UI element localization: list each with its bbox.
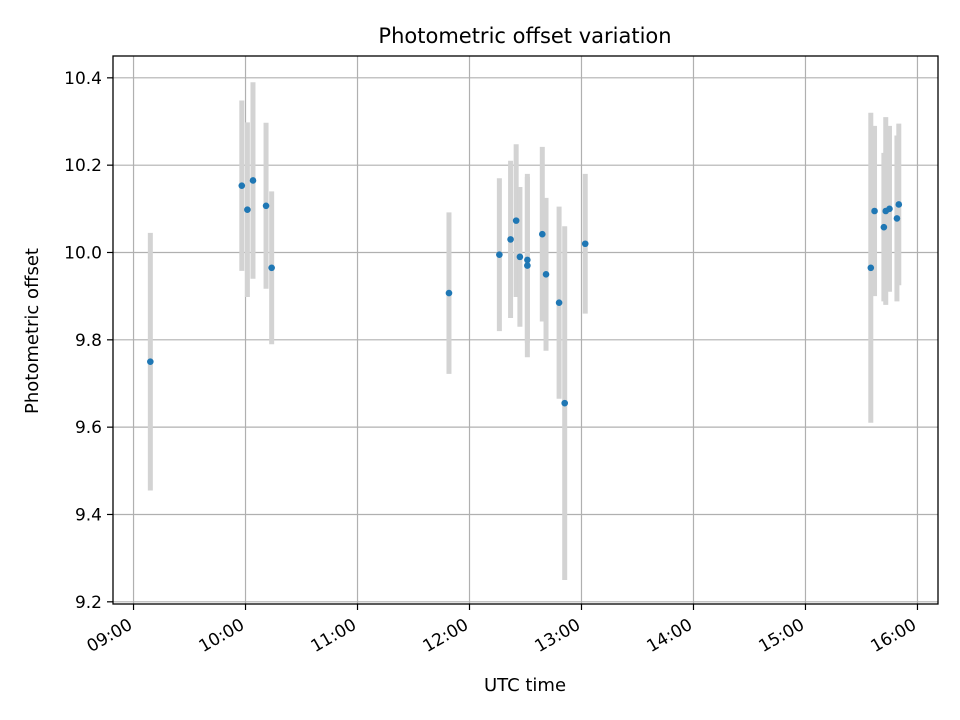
x-axis-ticks: 09:00 10:00 11:00 12:00 13:00 14:00 15:00 16:00 xyxy=(84,604,920,657)
data-point xyxy=(542,271,550,278)
chart-title: Photometric offset variation xyxy=(378,24,671,48)
data-point xyxy=(893,215,901,222)
y-tick-label: 10.0 xyxy=(64,243,102,263)
data-point xyxy=(581,240,589,248)
data-point xyxy=(524,262,531,269)
data-point xyxy=(561,399,568,407)
data-point xyxy=(524,256,531,264)
x-tick-label: 12:00 xyxy=(420,615,472,657)
data-point xyxy=(268,264,275,272)
data-point xyxy=(512,217,520,224)
x-tick-label: 10:00 xyxy=(196,615,248,657)
data-point xyxy=(516,253,524,261)
x-tick-label: 09:00 xyxy=(84,615,136,657)
plot-frame xyxy=(112,55,939,605)
y-axis-ticks: 9.2 9.4 9.6 9.8 10.0 10.2 10.4 xyxy=(64,69,113,613)
y-tick-label: 10.2 xyxy=(64,156,102,176)
data-point xyxy=(496,251,503,258)
data-point xyxy=(445,289,453,297)
data-point xyxy=(249,177,257,184)
data-point xyxy=(262,202,270,210)
data-point xyxy=(538,230,546,238)
x-tick-label: 13:00 xyxy=(532,615,584,657)
data-point xyxy=(867,264,875,272)
x-tick-label: 15:00 xyxy=(756,615,808,657)
data-point xyxy=(244,206,251,214)
data-point xyxy=(147,358,154,365)
grid xyxy=(113,56,938,604)
data-point xyxy=(886,205,893,213)
y-tick-label: 10.4 xyxy=(64,69,102,89)
data-points xyxy=(147,177,903,407)
x-tick-label: 14:00 xyxy=(644,615,696,657)
data-point xyxy=(507,236,514,243)
data-point xyxy=(880,223,888,231)
data-point xyxy=(555,299,563,307)
x-tick-label: 16:00 xyxy=(868,615,920,657)
x-axis-title: UTC time xyxy=(484,675,566,696)
data-point xyxy=(871,207,878,215)
data-point xyxy=(238,182,246,189)
x-tick-label: 11:00 xyxy=(308,615,360,657)
y-axis-title: Photometric offset xyxy=(22,248,43,414)
y-tick-label: 9.4 xyxy=(75,505,102,525)
y-tick-label: 9.2 xyxy=(75,593,102,613)
data-point xyxy=(895,201,903,208)
y-tick-label: 9.8 xyxy=(75,331,102,351)
y-tick-label: 9.6 xyxy=(75,418,102,438)
